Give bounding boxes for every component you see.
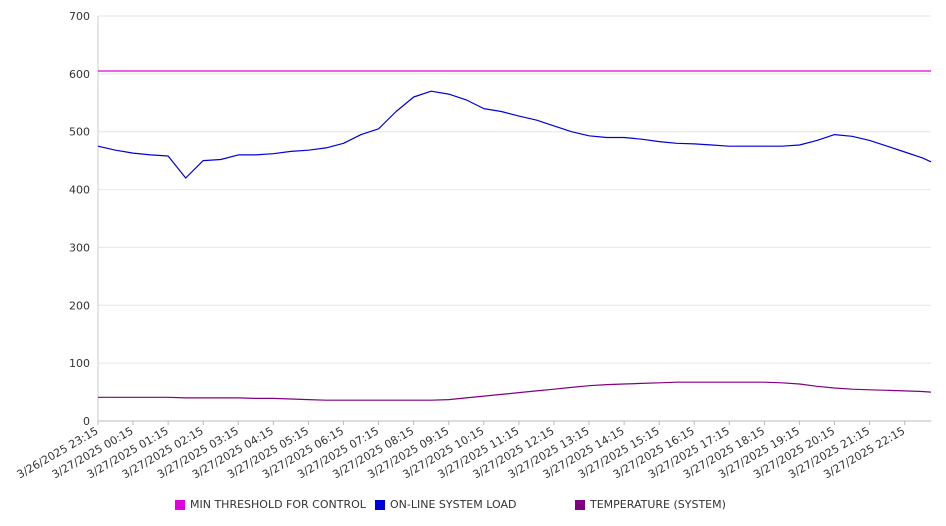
y-tick-label: 200 [69, 299, 90, 312]
axes [97, 16, 931, 425]
legend-item[interactable]: ON-LINE SYSTEM LOAD [375, 498, 516, 511]
y-tick-label: 100 [69, 357, 90, 370]
series-line-2 [98, 381, 932, 401]
y-tick-label: 400 [69, 184, 90, 197]
legend-swatch [175, 499, 185, 510]
y-tick-label: 300 [69, 241, 90, 254]
legend-item[interactable]: MIN THRESHOLD FOR CONTROL [175, 498, 366, 511]
legend-label: MIN THRESHOLD FOR CONTROL [190, 498, 366, 511]
legend-item[interactable]: TEMPERATURE (SYSTEM) [575, 498, 726, 511]
legend-swatch [375, 499, 385, 510]
y-tick-label: 500 [69, 126, 90, 139]
legend-swatch [575, 499, 585, 510]
series-line-1 [97, 90, 932, 179]
series-lines [97, 70, 932, 401]
grid-lines [98, 15, 931, 364]
y-tick-label: 700 [69, 10, 90, 23]
x-axis-ticks: 3/26/2025 23:153/27/2025 00:153/27/2025 … [15, 424, 908, 481]
y-tick-label: 0 [83, 415, 90, 428]
legend-label: ON-LINE SYSTEM LOAD [390, 498, 517, 511]
y-tick-label: 600 [69, 68, 90, 81]
legend-label: TEMPERATURE (SYSTEM) [590, 498, 726, 511]
legend: MIN THRESHOLD FOR CONTROL ON-LINE SYSTEM … [0, 498, 946, 514]
y-axis-ticks: 0 100 200 300 400 500 600 700 [69, 10, 90, 428]
